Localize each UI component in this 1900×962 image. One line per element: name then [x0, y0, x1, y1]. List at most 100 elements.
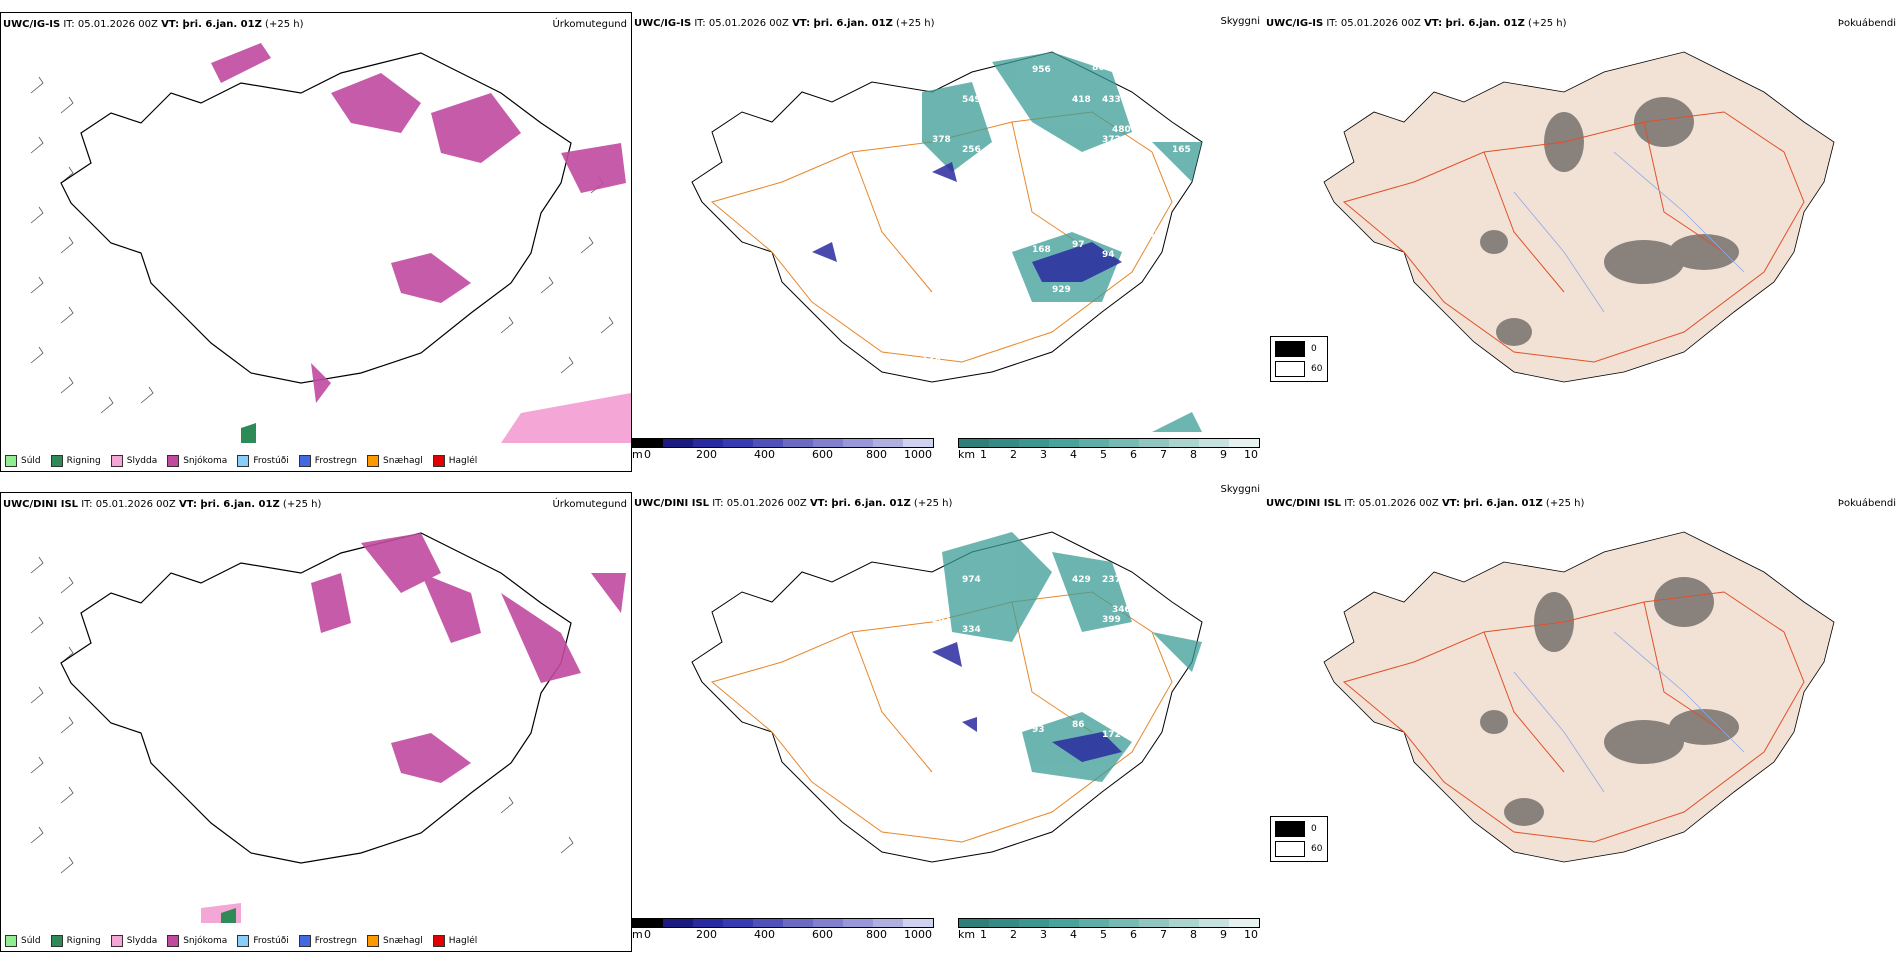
- valid-time: VT: þri. 6.jan. 01Z: [792, 18, 893, 29]
- legend-label: Rigning: [66, 456, 101, 466]
- visibility-value-label: 480: [1112, 125, 1131, 135]
- visibility-panel-bottom: UWC/DINI ISL IT: 05.01.2026 00Z VT: þri.…: [632, 484, 1264, 952]
- scale-unit: m: [632, 928, 643, 941]
- legend-swatch: [367, 455, 380, 467]
- iceland-land: [1323, 531, 1835, 863]
- precip-legend: Súld Rigning Slydda Snjókoma Frostúði Fr…: [5, 455, 477, 467]
- legend-item: Frostúði: [237, 455, 289, 467]
- forecast-row-bottom: UWC/DINI ISL IT: 05.01.2026 00Z VT: þri.…: [0, 484, 1900, 962]
- scale-tick: 3: [1040, 928, 1047, 941]
- road-network: [1342, 591, 1805, 843]
- legend-item: Haglél: [432, 455, 477, 467]
- scale-tick: 9: [1220, 928, 1227, 941]
- visibility-value-label: 97: [1072, 240, 1085, 250]
- visibility-value-label: 974: [962, 575, 981, 585]
- legend-label: Súld: [21, 936, 41, 946]
- scale-tick: 4: [1070, 448, 1077, 461]
- scale-tick: 7: [1160, 928, 1167, 941]
- legend-label: Rigning: [66, 936, 101, 946]
- legend-label: Frostúði: [253, 456, 289, 466]
- panel-name: Skyggni: [1220, 484, 1260, 495]
- visibility-value-label: 108: [1062, 665, 1081, 675]
- precip-map: [30, 43, 631, 443]
- model-name: UWC/IG-IS: [1266, 18, 1324, 29]
- legend-item: Snjókoma: [167, 455, 227, 467]
- legend-item: Snæhagl: [367, 455, 423, 467]
- visibility-value-label: 86: [1072, 720, 1085, 730]
- scale-tick: 8: [1190, 928, 1197, 941]
- scale-unit: km: [958, 448, 976, 461]
- scale-tick: 8: [1190, 448, 1197, 461]
- lead-time: (+25 h): [896, 18, 935, 29]
- visibility-value-label: 94: [1102, 250, 1115, 260]
- fog-legend-high: 0: [1311, 824, 1317, 834]
- snow-areas: [311, 533, 626, 783]
- legend-item: Frostregn: [298, 455, 357, 467]
- legend-item: Súld: [5, 455, 41, 467]
- legend-swatch: [110, 935, 123, 947]
- visibility-value-label: 135: [1142, 230, 1161, 240]
- panel-title: UWC/DINI ISL IT: 05.01.2026 00Z VT: þri.…: [3, 499, 321, 510]
- visibility-value-label: 237: [1102, 575, 1121, 585]
- legend-label: Frostregn: [314, 936, 358, 946]
- panel-title: UWC/IG-IS IT: 05.01.2026 00Z VT: þri. 6.…: [634, 18, 934, 29]
- scale-tick: 5: [1100, 448, 1107, 461]
- visibility-value-label: 429: [1072, 575, 1091, 585]
- legend-swatch: [432, 455, 445, 467]
- legend-item: Rigning: [50, 935, 101, 947]
- fog-legend-low: 60: [1311, 364, 1323, 374]
- visibility-scale-km: km 1 2 3 4 5 6 7 8 9 10: [958, 918, 1260, 942]
- init-time: IT: 05.01.2026 00Z: [1326, 18, 1421, 29]
- legend-item: Frostúði: [237, 935, 289, 947]
- scale-tick: 800: [866, 448, 887, 461]
- fog-index-panel-bottom: UWC/DINI ISL IT: 05.01.2026 00Z VT: þri.…: [1264, 492, 1900, 952]
- legend-label: Haglél: [448, 936, 478, 946]
- fog-map: [1323, 51, 1835, 383]
- visibility-value-label: 165: [1172, 145, 1191, 155]
- visibility-value-label: 433: [1102, 95, 1121, 105]
- visibility-value-label: 346: [1112, 605, 1131, 615]
- fog-legend-high: 0: [1311, 344, 1317, 354]
- init-time: IT: 05.01.2026 00Z: [694, 18, 789, 29]
- legend-swatch: [110, 455, 123, 467]
- scale-tick: 1000: [904, 448, 932, 461]
- visibility-value-label: 929: [1052, 285, 1071, 295]
- scale-tick: 1: [980, 928, 987, 941]
- legend-item: Slydda: [110, 935, 157, 947]
- legend-item: Haglél: [432, 935, 478, 947]
- visibility-value-label: 334: [962, 625, 981, 635]
- scale-tick: 10: [1244, 448, 1258, 461]
- model-name: UWC/IG-IS: [634, 18, 692, 29]
- legend-swatch: [237, 935, 250, 947]
- scale-tick: 6: [1130, 448, 1137, 461]
- legend-swatch: [167, 455, 180, 467]
- model-name: UWC/DINI ISL: [1266, 498, 1342, 509]
- visibility-value-label: 168: [1032, 245, 1051, 255]
- forecast-row-top: UWC/IG-IS IT: 05.01.2026 00Z VT: þri. 6.…: [0, 12, 1900, 482]
- legend-label: Súld: [21, 456, 41, 466]
- wind-barbs: [30, 556, 574, 874]
- panel-name: Skyggni: [1220, 16, 1260, 27]
- fog-shading: [1480, 577, 1739, 826]
- fog-index-panel-top: UWC/IG-IS IT: 05.01.2026 00Z VT: þri. 6.…: [1264, 12, 1900, 472]
- rain-area: [241, 423, 256, 443]
- fog-legend-low: 60: [1311, 844, 1323, 854]
- fog-shading: [1480, 97, 1739, 346]
- visibility-value-label: 399: [1102, 615, 1121, 625]
- legend-label: Snjókoma: [183, 936, 228, 946]
- scale-tick: 1000: [904, 928, 932, 941]
- scale-tick: 200: [696, 928, 717, 941]
- legend-swatch: [367, 935, 380, 947]
- init-time: IT: 05.01.2026 00Z: [81, 499, 176, 510]
- visibility-value-label: 282: [942, 695, 961, 705]
- lead-time: (+25 h): [1545, 498, 1585, 509]
- legend-swatch: [167, 935, 180, 947]
- panel-title: UWC/IG-IS IT: 05.01.2026 00Z VT: þri. 6.…: [3, 19, 303, 30]
- visibility-value-label: 138: [922, 355, 941, 365]
- road-network: [1342, 111, 1805, 363]
- legend-swatch: [50, 935, 63, 947]
- legend-item: Rigning: [50, 455, 101, 467]
